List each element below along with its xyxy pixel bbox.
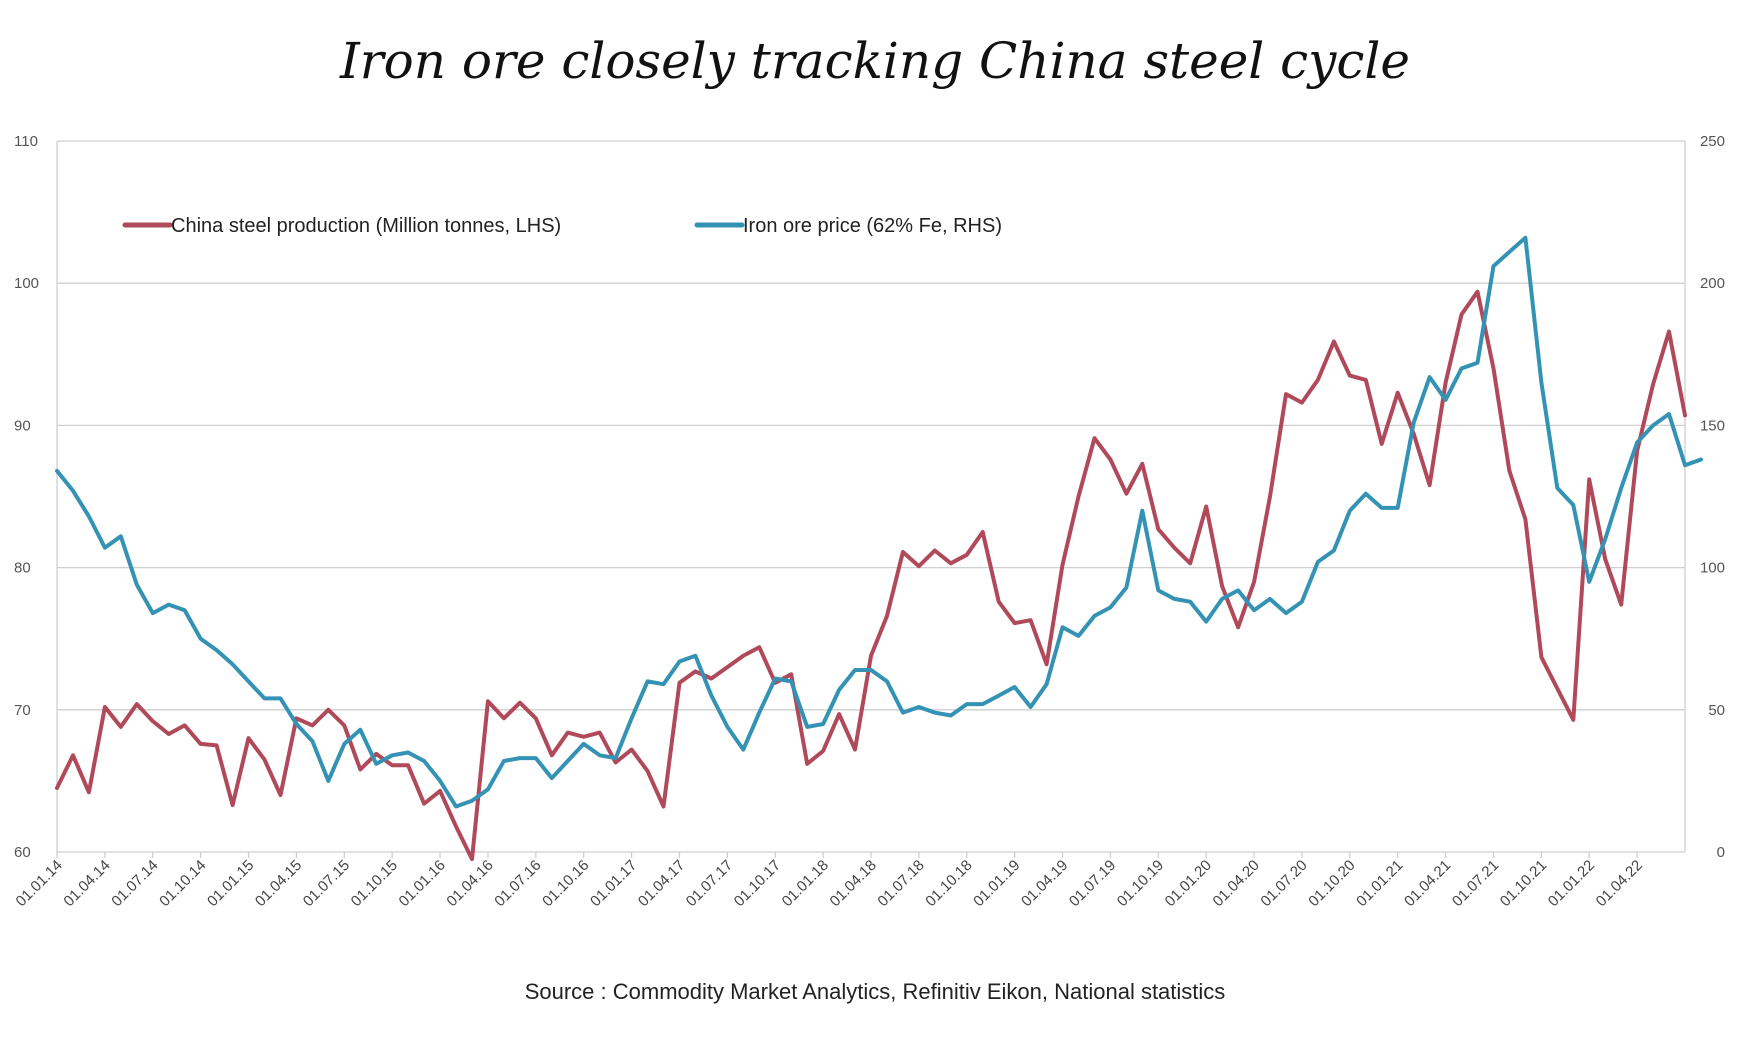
- x-tick-label: 01.04.16: [443, 857, 496, 910]
- x-axis-ticks: 01.01.1401.04.1401.07.1401.10.1401.01.15…: [13, 852, 1646, 910]
- legend-label: China steel production (Million tonnes, …: [171, 215, 561, 237]
- right-tick-label: 0: [1717, 844, 1725, 861]
- legend: China steel production (Million tonnes, …: [122, 215, 1002, 237]
- x-tick-label: 01.04.17: [635, 857, 688, 910]
- x-tick-label: 01.07.16: [491, 857, 544, 910]
- right-tick-label: 50: [1708, 702, 1725, 719]
- x-tick-label: 01.01.14: [13, 857, 66, 910]
- legend-label: Iron ore price (62% Fe, RHS): [743, 215, 1002, 237]
- x-tick-label: 01.10.15: [348, 857, 401, 910]
- right-tick-label: 200: [1700, 275, 1725, 292]
- right-axis-ticks: 250 200 150 100 50 0: [1700, 133, 1725, 861]
- x-tick-label: 01.04.18: [827, 857, 880, 910]
- x-tick-label: 01.01.22: [1545, 857, 1598, 910]
- x-tick-label: 01.10.16: [539, 857, 592, 910]
- left-tick-label: 100: [14, 275, 39, 292]
- x-tick-label: 01.04.14: [60, 857, 113, 910]
- left-tick-label: 60: [14, 844, 31, 861]
- left-tick-label: 70: [14, 702, 31, 719]
- x-tick-label: 01.10.20: [1305, 857, 1358, 910]
- x-tick-label: 01.01.17: [587, 857, 640, 910]
- x-tick-label: 01.07.15: [300, 857, 353, 910]
- left-tick-label: 110: [14, 133, 38, 150]
- left-tick-label: 80: [14, 560, 31, 577]
- x-tick-label: 01.01.20: [1162, 857, 1215, 910]
- x-tick-label: 01.07.14: [108, 857, 161, 910]
- x-tick-label: 01.04.22: [1593, 857, 1646, 910]
- x-tick-label: 01.07.17: [683, 857, 736, 910]
- x-tick-label: 01.10.17: [731, 857, 784, 910]
- right-tick-label: 250: [1700, 133, 1725, 150]
- right-tick-label: 150: [1700, 417, 1725, 434]
- left-tick-label: 90: [14, 417, 31, 434]
- left-axis-ticks: 110 100 90 80 70 60: [14, 133, 39, 861]
- x-tick-label: 01.01.16: [396, 857, 449, 910]
- x-tick-label: 01.04.19: [1018, 857, 1071, 910]
- x-tick-label: 01.04.21: [1401, 857, 1454, 910]
- x-tick-label: 01.10.14: [156, 857, 209, 910]
- series-line-steel-production: [55, 289, 1687, 862]
- x-tick-label: 01.01.18: [779, 857, 832, 910]
- x-tick-label: 01.01.19: [970, 857, 1023, 910]
- x-tick-label: 01.04.20: [1210, 857, 1263, 910]
- x-tick-label: 01.04.15: [252, 857, 305, 910]
- x-tick-label: 01.10.18: [922, 857, 975, 910]
- x-tick-label: 01.07.18: [874, 857, 927, 910]
- chart-title: Iron ore closely tracking China steel cy…: [339, 32, 1410, 90]
- x-tick-label: 01.07.20: [1257, 857, 1310, 910]
- gridlines: [56, 140, 1686, 853]
- x-tick-label: 01.10.19: [1114, 857, 1167, 910]
- x-tick-label: 01.01.21: [1353, 857, 1406, 910]
- x-tick-label: 01.07.19: [1066, 857, 1119, 910]
- right-tick-label: 100: [1700, 560, 1725, 577]
- x-tick-label: 01.10.21: [1497, 857, 1550, 910]
- x-tick-label: 01.07.21: [1449, 857, 1502, 910]
- series-line-iron-ore-price: [55, 235, 1703, 809]
- source-note: Source : Commodity Market Analytics, Ref…: [525, 979, 1226, 1004]
- x-tick-label: 01.01.15: [204, 857, 257, 910]
- series-lines: [55, 235, 1703, 862]
